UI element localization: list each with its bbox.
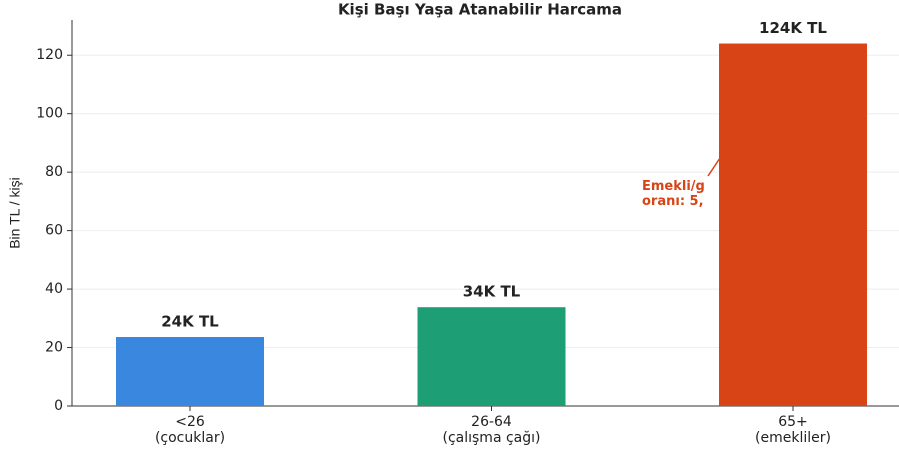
y-tick-label: 100 [36,106,63,122]
x-tick-label: 26-64 (çalışma çağı) [443,414,541,446]
value-label: 24K TL [161,313,219,331]
y-tick-label: 40 [45,281,63,297]
bar [417,307,566,406]
value-label: 34K TL [463,283,521,301]
y-tick-label: 60 [45,223,63,239]
y-tick-label: 0 [54,398,63,414]
y-tick-label: 20 [45,340,63,356]
x-tick-label: <26 (çocuklar) [155,414,225,446]
value-label: 124K TL [759,19,827,37]
bar [719,43,867,407]
bar [116,337,264,406]
y-tick-label: 120 [36,47,63,63]
x-tick-label: 65+ (emekliler) [755,414,831,446]
y-axis-label: Bin TL / kişi [7,177,23,249]
chart-title: Kişi Başı Yaşa Atanabilir Harcama [338,1,622,19]
annotation: Emekli/g oranı: 5, [642,179,705,209]
y-tick-label: 80 [45,164,63,180]
annotation-arrow [707,157,721,177]
